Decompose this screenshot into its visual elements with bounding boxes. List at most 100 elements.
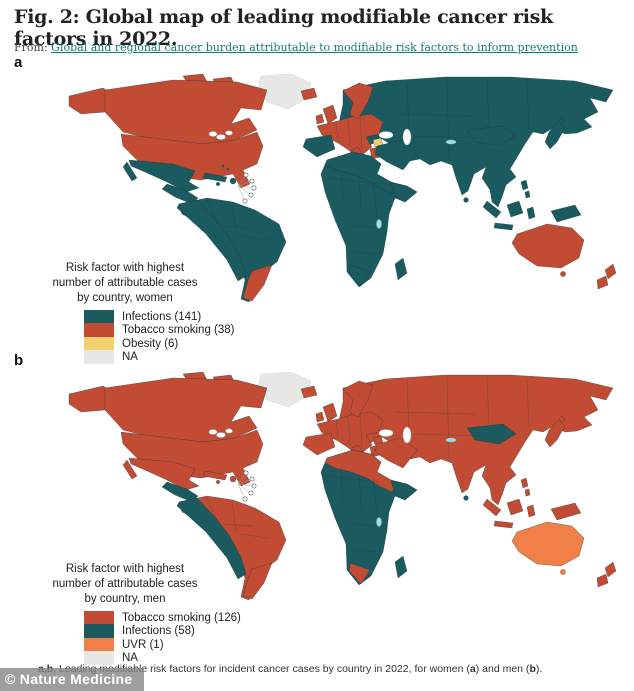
region-madagascar [394,555,408,579]
island-leader-line [237,483,246,500]
small-island-marker [251,185,257,191]
region-philippines [520,477,531,497]
legend-item-uvr: UVR (1) [84,637,240,652]
island-leader-line [237,185,246,202]
source-line: From: Global and regional cancer burden … [14,41,578,54]
country-border-line [240,235,269,241]
lake [225,130,233,136]
legend-swatch [84,350,114,364]
region-sumatra [482,498,502,517]
region-iberia [302,134,336,158]
panel-a-label: a [14,54,23,71]
source-link[interactable]: Global and regional cancer burden attrib… [51,41,578,54]
region-nz-north [604,561,617,578]
region-scandinavia [342,82,374,120]
country-border-line [347,416,351,446]
country-border-line [394,113,476,117]
country-border-line [446,376,450,459]
region-horn [390,480,418,501]
legend-swatch [84,651,114,665]
region-uk [322,104,338,125]
region-jamaica [215,181,221,187]
island-leader-line [237,478,253,485]
country-border-line [340,467,344,501]
region-java [493,222,514,231]
region-tasmania [560,569,566,575]
country-border-line [206,199,219,225]
world-map-men [68,372,617,601]
caption-panel-a: a [469,663,476,675]
region-argentina [242,562,273,600]
country-border-line [354,549,382,553]
legend-title-line: by country, women [77,291,173,304]
lake [216,134,226,140]
legend-swatch [84,624,114,638]
region-andes [176,199,247,282]
small-island-marker [248,192,254,198]
country-border-line [414,135,484,139]
region-new-guinea [550,204,582,223]
country-border-line [446,78,450,161]
country-border-line [328,177,380,185]
small-island-dot [221,462,225,466]
country-border-line [358,473,362,509]
caption-text: ). [535,663,543,675]
region-new-guinea [550,502,582,521]
lake [225,428,233,434]
country-border-line [206,497,219,523]
country-border-line [372,179,378,219]
legend-item-label: Tobacco smoking (38) [122,324,235,337]
region-sumatra [482,200,502,219]
legend-item-label: NA [122,351,138,364]
region-mongolia [466,423,517,445]
region-borneo [506,498,524,516]
legend-item-na: NA [84,350,240,364]
country-border-line [394,411,476,415]
region-iberia [302,432,336,456]
lake [402,426,412,444]
lake [216,432,226,438]
small-island-marker [249,476,255,482]
region-jamaica [215,479,221,485]
small-island-marker [242,198,248,204]
legend-item-obesity: Obesity (6) [84,336,240,351]
lake [208,429,218,435]
country-border-line [335,419,339,439]
country-border-line [222,523,253,527]
source-prefix: From: [14,41,52,54]
country-border-line [414,433,484,437]
lake [445,139,457,145]
legend-rows: Infections (141) Tobacco smoking (38) Ob… [84,309,240,364]
lake [378,131,394,139]
region-mexico [128,159,200,193]
region-java [493,520,514,529]
country-border-line [340,169,344,203]
region-horn [390,182,418,203]
region-cuba [202,470,228,481]
region-australia [511,223,585,269]
island-leader-line [237,483,255,487]
legend-item-label: UVR (1) [122,638,164,651]
lake [376,219,382,229]
region-mexico [128,457,200,491]
region-cuba [202,172,228,183]
legend-swatch [84,336,114,351]
country-border-line [372,477,378,517]
region-japan [544,419,566,448]
legend-rows: Tobacco smoking (126) Infections (58) UV… [84,610,241,665]
legend-women: Risk factor with highest number of attri… [10,261,240,364]
region-argentina [242,264,273,302]
region-tasmania [560,271,566,277]
region-ireland [315,113,325,125]
island-leader-line [237,483,252,494]
country-border-line [406,81,410,137]
region-south-africa-patch [348,264,371,287]
region-hokkaido [559,118,565,124]
region-sri-lanka [463,197,469,203]
country-border-line [359,413,363,448]
region-arabia [374,437,418,469]
country-border-line [222,225,253,229]
region-mongolia [466,125,517,147]
legend-item-label: Infections (58) [122,625,195,638]
